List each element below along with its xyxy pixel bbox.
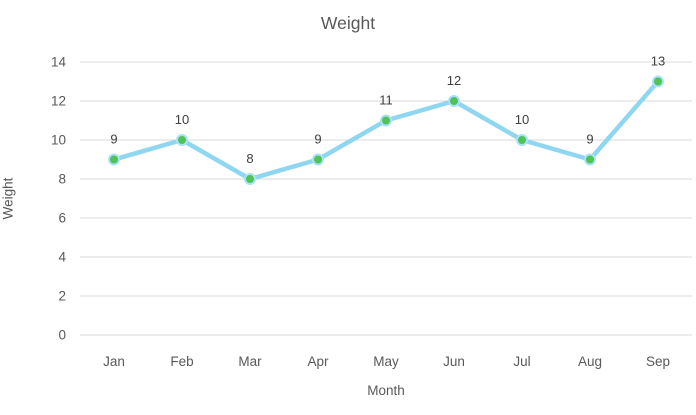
data-point-label: 8 <box>246 151 253 166</box>
y-tick-label: 6 <box>58 211 66 226</box>
data-point-label: 9 <box>314 132 321 147</box>
y-tick-label: 10 <box>51 133 66 148</box>
data-point-marker <box>380 114 392 127</box>
x-tick-label: Mar <box>238 354 262 369</box>
x-tick-label: Aug <box>578 354 602 369</box>
data-point-label: 11 <box>379 93 393 108</box>
data-point-marker <box>244 173 256 185</box>
data-point-marker <box>448 95 460 107</box>
data-point-label: 10 <box>175 112 189 127</box>
data-point-marker <box>176 134 188 146</box>
data-point-marker <box>108 153 120 166</box>
data-point-label: 10 <box>515 112 529 127</box>
data-point-label: 12 <box>447 73 461 88</box>
data-point-label: 9 <box>586 132 593 147</box>
y-tick-label: 2 <box>58 289 66 304</box>
data-point-marker <box>584 153 596 166</box>
x-axis-title: Month <box>367 383 405 398</box>
x-tick-label: Jan <box>103 354 125 369</box>
x-tick-label: May <box>373 354 399 369</box>
data-point-marker <box>652 75 664 88</box>
y-tick-label: 8 <box>58 172 66 187</box>
x-tick-label: Feb <box>170 354 193 369</box>
data-point-label: 9 <box>110 132 117 147</box>
y-tick-label: 0 <box>58 328 66 343</box>
x-tick-label: Sep <box>646 354 670 369</box>
data-point-label: 13 <box>651 54 665 69</box>
y-tick-label: 12 <box>51 94 66 109</box>
y-tick-label: 4 <box>58 250 66 265</box>
x-tick-label: Apr <box>307 354 329 369</box>
y-tick-label: 14 <box>51 55 67 70</box>
x-tick-label: Jun <box>443 354 465 369</box>
data-point-marker <box>312 153 324 166</box>
x-tick-label: Jul <box>513 354 530 369</box>
data-point-marker <box>516 134 528 146</box>
chart-title: Weight <box>320 13 376 33</box>
